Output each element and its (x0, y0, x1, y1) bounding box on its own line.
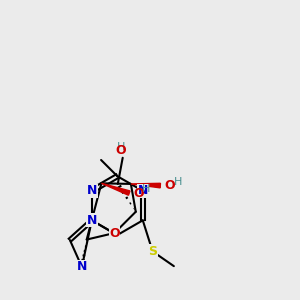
Text: O: O (164, 179, 175, 192)
Text: H: H (117, 142, 125, 152)
Text: H: H (173, 177, 182, 187)
Text: S: S (148, 245, 157, 258)
Polygon shape (101, 183, 130, 195)
Text: O: O (133, 187, 144, 200)
Text: N: N (87, 214, 97, 227)
Polygon shape (131, 183, 161, 188)
Text: N: N (138, 184, 148, 197)
Text: O: O (116, 144, 126, 157)
Text: H: H (142, 184, 151, 194)
Text: O: O (109, 226, 120, 239)
Text: N: N (87, 184, 97, 197)
Text: N: N (77, 260, 87, 273)
